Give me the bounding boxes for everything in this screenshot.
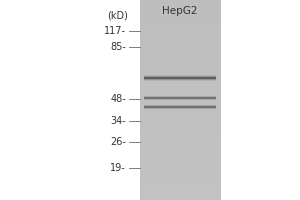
Bar <box>140 3 220 7</box>
Text: 34-: 34- <box>110 116 126 126</box>
Bar <box>140 180 220 183</box>
Bar <box>140 157 220 160</box>
Bar <box>140 110 220 113</box>
Bar <box>140 23 220 27</box>
Bar <box>140 73 220 77</box>
Bar <box>140 107 220 110</box>
Bar <box>140 130 220 133</box>
Bar <box>140 163 220 167</box>
Bar <box>140 143 220 147</box>
Text: 85-: 85- <box>110 42 126 52</box>
Bar <box>140 137 220 140</box>
Bar <box>140 147 220 150</box>
Bar <box>140 187 220 190</box>
Bar <box>140 50 220 53</box>
Bar <box>140 103 220 107</box>
Bar <box>140 67 220 70</box>
Bar <box>140 0 220 3</box>
Bar <box>140 120 220 123</box>
Bar <box>140 80 220 83</box>
Bar <box>140 57 220 60</box>
Bar <box>140 87 220 90</box>
Bar <box>140 90 220 93</box>
Bar <box>140 47 220 50</box>
Bar <box>140 133 220 137</box>
Bar <box>140 83 220 87</box>
Bar <box>140 123 220 127</box>
Bar <box>140 20 220 23</box>
Bar <box>140 113 220 117</box>
Text: (kD): (kD) <box>106 11 128 21</box>
Bar <box>140 167 220 170</box>
Bar <box>140 63 220 67</box>
Bar <box>140 40 220 43</box>
Bar <box>140 13 220 17</box>
Bar <box>140 173 220 177</box>
Bar <box>140 117 220 120</box>
Bar <box>140 100 220 103</box>
Bar <box>140 30 220 33</box>
Bar <box>140 183 220 187</box>
Bar <box>140 70 220 73</box>
Bar <box>140 190 220 193</box>
Bar <box>140 127 220 130</box>
Bar <box>140 177 220 180</box>
Bar <box>140 150 220 153</box>
Text: HepG2: HepG2 <box>162 6 198 16</box>
Bar <box>140 33 220 37</box>
Bar <box>140 153 220 157</box>
Bar <box>140 53 220 57</box>
Bar <box>140 10 220 13</box>
Bar <box>140 160 220 163</box>
Text: 26-: 26- <box>110 137 126 147</box>
Bar <box>140 7 220 10</box>
Bar <box>140 77 220 80</box>
Bar <box>140 93 220 97</box>
Bar <box>140 97 220 100</box>
Bar <box>140 60 220 63</box>
Bar <box>140 43 220 47</box>
Bar <box>140 140 220 143</box>
Bar <box>140 193 220 197</box>
Bar <box>140 170 220 173</box>
Bar <box>140 17 220 20</box>
Bar <box>140 27 220 30</box>
Bar <box>140 197 220 200</box>
Bar <box>140 37 220 40</box>
Text: 48-: 48- <box>110 94 126 104</box>
Text: 19-: 19- <box>110 163 126 173</box>
Text: 117-: 117- <box>104 26 126 36</box>
